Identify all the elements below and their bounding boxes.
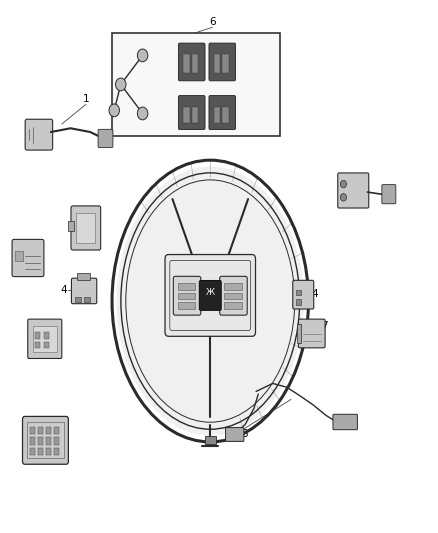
Text: 6: 6	[209, 17, 216, 27]
Bar	[27, 422, 64, 458]
Bar	[30, 426, 35, 434]
Bar	[53, 437, 59, 445]
Bar	[296, 290, 300, 295]
FancyBboxPatch shape	[333, 414, 357, 430]
Bar	[178, 302, 195, 309]
FancyBboxPatch shape	[25, 119, 53, 150]
Bar	[178, 283, 195, 289]
Bar	[214, 107, 220, 123]
FancyBboxPatch shape	[298, 319, 325, 348]
Text: 7: 7	[321, 321, 328, 331]
Bar	[76, 213, 95, 243]
Bar	[38, 426, 43, 434]
Text: 3: 3	[91, 223, 98, 233]
Bar	[296, 300, 300, 305]
Text: 2: 2	[20, 250, 27, 260]
Circle shape	[109, 104, 120, 117]
Text: 7: 7	[26, 328, 32, 338]
Bar	[84, 297, 90, 302]
FancyBboxPatch shape	[71, 206, 101, 250]
Bar	[14, 251, 22, 261]
Bar	[46, 426, 51, 434]
Bar	[53, 426, 59, 434]
Bar	[223, 107, 229, 123]
Bar	[44, 333, 49, 339]
FancyBboxPatch shape	[22, 416, 68, 464]
Bar	[77, 273, 90, 280]
Circle shape	[116, 78, 126, 91]
Bar	[35, 333, 40, 339]
FancyBboxPatch shape	[165, 255, 255, 336]
Bar	[224, 293, 241, 299]
FancyBboxPatch shape	[173, 276, 201, 315]
Bar	[112, 33, 280, 136]
Bar	[30, 448, 35, 455]
Bar	[178, 293, 195, 299]
FancyBboxPatch shape	[209, 95, 236, 130]
FancyBboxPatch shape	[28, 319, 62, 359]
Text: 4: 4	[312, 289, 318, 299]
Circle shape	[138, 107, 148, 120]
Bar	[38, 437, 43, 445]
Bar	[35, 342, 40, 349]
Bar	[30, 437, 35, 445]
Bar	[192, 107, 198, 123]
Bar	[75, 297, 81, 302]
Bar	[46, 437, 51, 445]
Bar	[205, 435, 215, 443]
Bar	[53, 448, 59, 455]
Bar	[297, 325, 300, 343]
Ellipse shape	[117, 166, 304, 435]
Bar	[68, 221, 74, 231]
FancyBboxPatch shape	[199, 280, 221, 310]
Bar	[214, 54, 220, 73]
Bar	[224, 302, 241, 309]
Text: 8: 8	[241, 429, 247, 439]
FancyBboxPatch shape	[226, 427, 244, 441]
Bar	[44, 342, 49, 349]
Circle shape	[340, 180, 346, 188]
Bar	[46, 448, 51, 455]
Circle shape	[340, 193, 346, 201]
FancyBboxPatch shape	[178, 43, 205, 81]
FancyBboxPatch shape	[338, 173, 369, 208]
Text: 4: 4	[61, 286, 67, 295]
FancyBboxPatch shape	[209, 43, 236, 81]
Bar	[183, 107, 190, 123]
FancyBboxPatch shape	[293, 280, 314, 309]
Bar	[223, 54, 229, 73]
Text: 9: 9	[40, 449, 47, 458]
Bar	[192, 54, 198, 73]
FancyBboxPatch shape	[12, 239, 44, 277]
Circle shape	[138, 49, 148, 62]
Bar	[224, 283, 241, 289]
Bar	[38, 448, 43, 455]
FancyBboxPatch shape	[98, 130, 113, 148]
Text: 5: 5	[362, 178, 369, 188]
Text: 1: 1	[82, 94, 89, 104]
Bar	[32, 326, 57, 352]
FancyBboxPatch shape	[382, 184, 396, 204]
FancyBboxPatch shape	[178, 95, 205, 130]
FancyBboxPatch shape	[220, 276, 247, 315]
Bar	[183, 54, 190, 73]
Text: Ж: Ж	[206, 288, 215, 297]
FancyBboxPatch shape	[71, 278, 97, 304]
